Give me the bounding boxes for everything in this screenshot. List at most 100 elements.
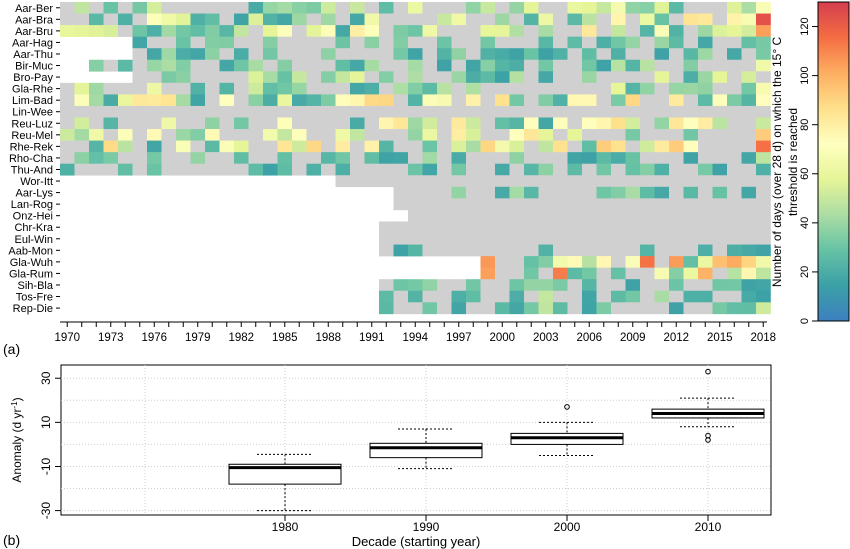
station-label: Lan-Rog (11, 199, 53, 211)
heatmap-cell (161, 71, 177, 84)
heatmap-cell (756, 256, 771, 268)
heatmap-cell (335, 13, 351, 26)
heatmap-cell (408, 25, 423, 37)
heatmap-cell (292, 48, 307, 61)
heatmap-cell (727, 256, 742, 268)
heatmap-cell (654, 256, 670, 268)
heatmap-cell (176, 48, 191, 61)
heatmap-cell (625, 233, 641, 245)
heatmap-cell (408, 94, 423, 107)
heatmap-cell (335, 129, 351, 141)
heatmap-cell (741, 59, 757, 72)
heatmap-cell (741, 163, 757, 176)
boxplot-frame (60, 364, 772, 516)
heatmap-cell (219, 36, 235, 49)
heatmap-cell (466, 198, 481, 211)
heatmap-cell (321, 140, 336, 153)
heatmap-cell (727, 279, 742, 292)
heatmap-cell (727, 94, 742, 107)
heatmap-cell (393, 186, 409, 199)
heatmap-cell (756, 94, 771, 107)
heatmap-cell (582, 94, 597, 107)
panel-label-a: (a) (3, 341, 20, 357)
heatmap-cell (582, 2, 597, 14)
heatmap-cell (480, 117, 496, 130)
heatmap-cell (654, 71, 670, 84)
heatmap-cell (335, 175, 351, 188)
heatmap-cell (640, 163, 655, 176)
heatmap-cell (640, 186, 655, 199)
heatmap-cell (669, 105, 684, 118)
heatmap-cell (451, 221, 467, 234)
heatmap-cell (466, 82, 481, 95)
heatmap-cell (538, 244, 554, 257)
heatmap-cell (176, 163, 191, 176)
heatmap-cell (611, 267, 626, 280)
heatmap-cell (60, 13, 75, 26)
heatmap-cell (611, 36, 626, 49)
heatmap-cell (147, 71, 162, 84)
heatmap-cell (495, 175, 510, 188)
heatmap-cell (408, 233, 423, 245)
heatmap-cell (727, 198, 742, 211)
heatmap-cell (756, 105, 771, 118)
year-label: 1991 (359, 332, 385, 344)
heatmap-cell (89, 163, 104, 176)
heatmap-cell (741, 13, 757, 26)
station-label: Reu-Mel (11, 130, 53, 142)
station-label: Tos-Fre (16, 292, 53, 304)
heatmap-cell (466, 13, 481, 26)
heatmap-cell (422, 71, 438, 84)
heatmap-cell (669, 233, 684, 245)
heatmap-cell (538, 140, 554, 153)
heatmap-cell (756, 25, 771, 37)
heatmap-cell (553, 105, 568, 118)
heatmap-cell (89, 82, 104, 95)
heatmap-cell (698, 2, 713, 14)
heatmap-cell (553, 129, 568, 141)
heatmap-cell (277, 163, 293, 176)
x-tick-label: 2000 (554, 520, 581, 534)
heatmap-cell (683, 279, 699, 292)
heatmap-cell (234, 36, 249, 49)
heatmap-cell (408, 163, 423, 176)
heatmap-cell (698, 163, 713, 176)
heatmap-cell (538, 59, 554, 72)
heatmap-cell (683, 244, 699, 257)
heatmap-cell (408, 279, 423, 292)
heatmap-cell (654, 267, 670, 280)
heatmap-cell (422, 233, 438, 245)
heatmap-cell (190, 152, 206, 164)
heatmap-cell (611, 221, 626, 234)
heatmap-cell (582, 25, 597, 37)
heatmap-cell (727, 233, 742, 245)
heatmap-cell (582, 209, 597, 222)
heatmap-cell (408, 82, 423, 95)
heatmap-cell (147, 94, 162, 107)
heatmap-cell (625, 221, 641, 234)
heatmap-cell (437, 221, 452, 234)
heatmap-cell (393, 94, 409, 107)
heatmap-cell (756, 244, 771, 257)
heatmap-cell (350, 2, 365, 14)
heatmap-cell (538, 290, 554, 303)
heatmap-cell (248, 48, 264, 61)
heatmap-cell (582, 129, 597, 141)
heatmap-cell (306, 59, 322, 72)
heatmap-cell (553, 186, 568, 199)
heatmap-cell (292, 117, 307, 130)
heatmap-cell (451, 290, 467, 303)
heatmap-cell (611, 244, 626, 257)
heatmap-cell (306, 25, 322, 37)
heatmap-cell (509, 209, 525, 222)
heatmap-cell (132, 105, 148, 118)
heatmap-cell (335, 2, 351, 14)
heatmap-cell (495, 279, 510, 292)
heatmap-cell (553, 209, 568, 222)
heatmap-cell (321, 163, 336, 176)
heatmap-cell (422, 175, 438, 188)
boxplot-chart: -30 -10 10 30 1980 1990 2000 2010 Decade (star… (10, 364, 772, 549)
heatmap-cell (582, 175, 597, 188)
heatmap-cell (277, 140, 293, 153)
heatmap-cell (509, 2, 525, 14)
